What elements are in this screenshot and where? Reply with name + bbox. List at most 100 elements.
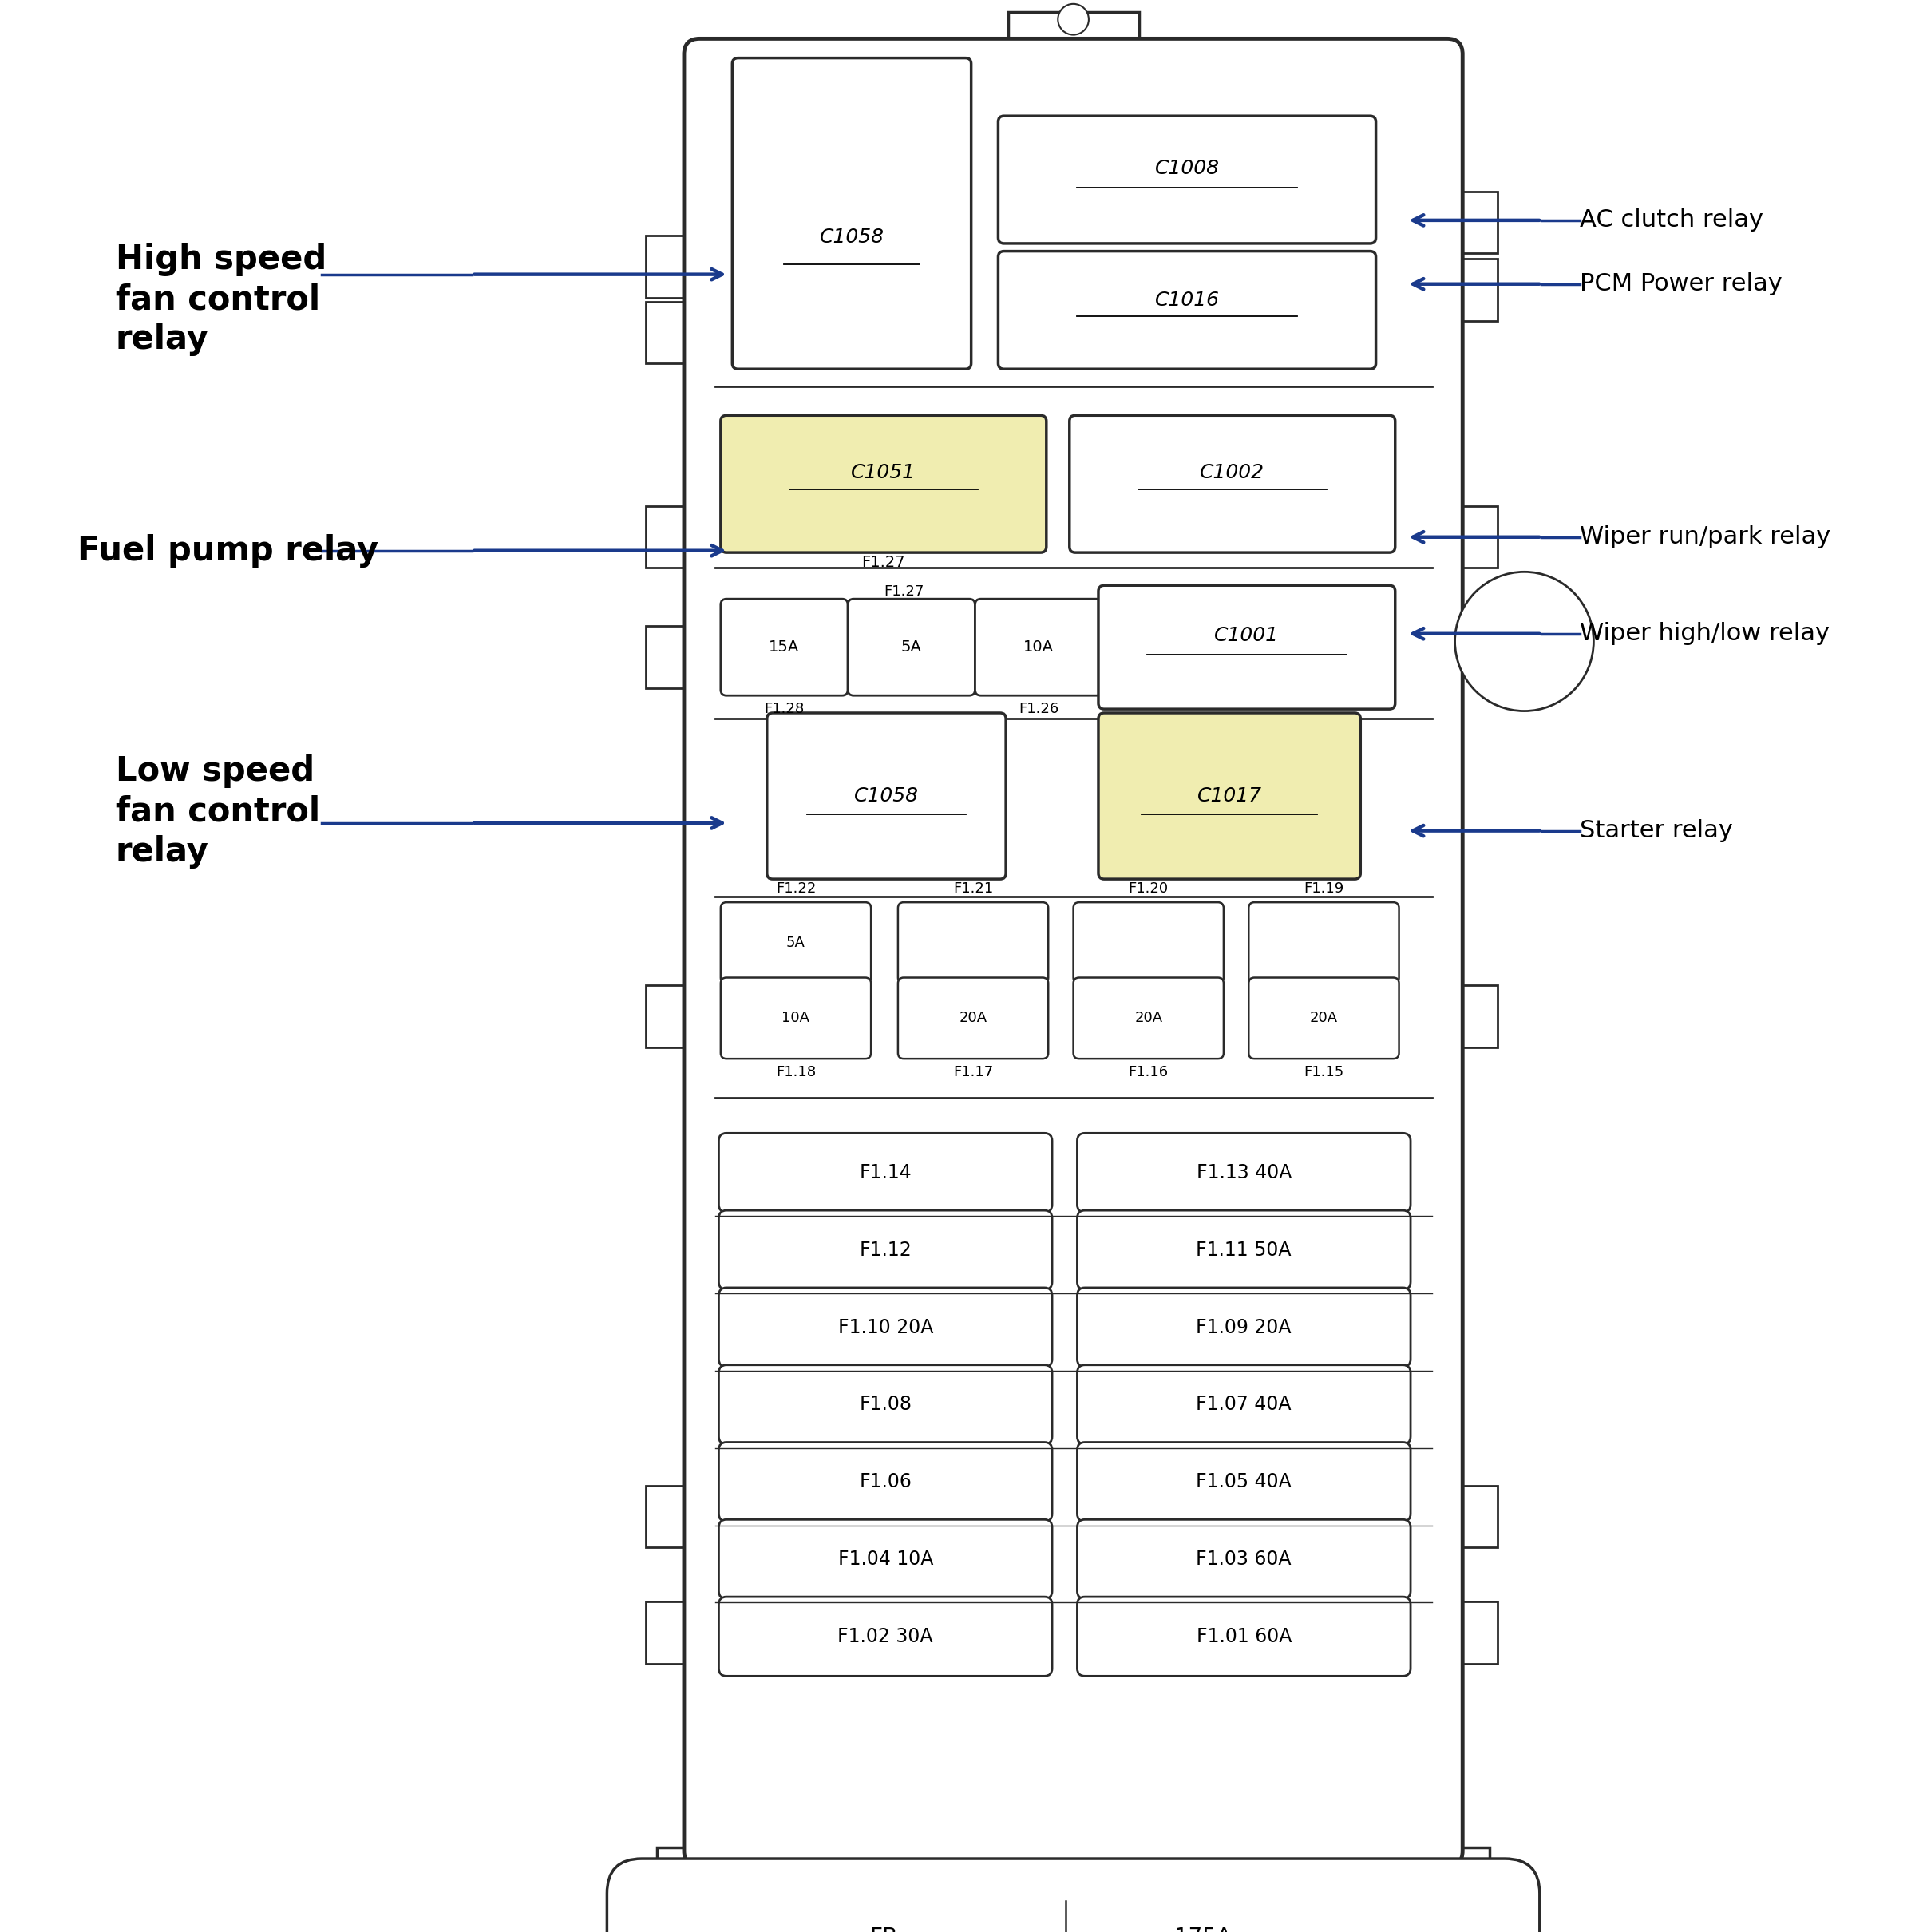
Text: Low speed
fan control
relay: Low speed fan control relay — [116, 755, 320, 867]
Text: C1058: C1058 — [854, 786, 919, 806]
Text: Wiper high/low relay: Wiper high/low relay — [1580, 622, 1831, 645]
Text: 20A: 20A — [1135, 1010, 1162, 1026]
Text: C1016: C1016 — [1154, 292, 1220, 309]
Bar — [1447, 259, 1497, 321]
Text: F1.06: F1.06 — [859, 1472, 911, 1492]
Text: F1.28: F1.28 — [765, 701, 804, 717]
Bar — [657, 1847, 1490, 1901]
FancyBboxPatch shape — [732, 58, 971, 369]
FancyBboxPatch shape — [1098, 713, 1360, 879]
Bar — [1447, 191, 1497, 253]
Text: F1.22: F1.22 — [777, 881, 815, 896]
FancyBboxPatch shape — [719, 1132, 1052, 1213]
Text: F1.26: F1.26 — [1019, 701, 1058, 717]
Text: C1058: C1058 — [819, 228, 884, 247]
Text: High speed
fan control
relay: High speed fan control relay — [116, 243, 326, 355]
Text: F1.05 40A: F1.05 40A — [1197, 1472, 1291, 1492]
FancyBboxPatch shape — [684, 39, 1463, 1866]
FancyBboxPatch shape — [1077, 1364, 1411, 1445]
Text: F1.08: F1.08 — [859, 1395, 911, 1414]
FancyBboxPatch shape — [1077, 1209, 1411, 1291]
FancyBboxPatch shape — [848, 599, 975, 696]
Bar — [646, 236, 700, 298]
FancyBboxPatch shape — [721, 902, 871, 983]
Bar — [646, 626, 700, 688]
FancyBboxPatch shape — [719, 1441, 1052, 1522]
FancyBboxPatch shape — [998, 251, 1376, 369]
Text: FB: FB — [869, 1926, 898, 1932]
FancyBboxPatch shape — [975, 599, 1102, 696]
FancyBboxPatch shape — [1077, 1596, 1411, 1675]
Text: 175A: 175A — [1174, 1926, 1231, 1932]
Text: 5A: 5A — [786, 935, 805, 951]
Text: Fuel pump relay: Fuel pump relay — [77, 533, 378, 568]
FancyBboxPatch shape — [1073, 902, 1224, 983]
FancyBboxPatch shape — [1073, 978, 1224, 1059]
Text: F1.11 50A: F1.11 50A — [1197, 1240, 1291, 1260]
Bar — [1447, 1602, 1497, 1663]
Circle shape — [1455, 572, 1594, 711]
FancyBboxPatch shape — [721, 978, 871, 1059]
FancyBboxPatch shape — [1249, 902, 1399, 983]
FancyBboxPatch shape — [1077, 1289, 1411, 1368]
Text: F1.16: F1.16 — [1129, 1065, 1168, 1080]
FancyBboxPatch shape — [767, 713, 1006, 879]
FancyBboxPatch shape — [1077, 1441, 1411, 1522]
Text: F1.09 20A: F1.09 20A — [1197, 1318, 1291, 1337]
FancyBboxPatch shape — [898, 978, 1048, 1059]
FancyBboxPatch shape — [719, 1519, 1052, 1600]
FancyBboxPatch shape — [721, 599, 848, 696]
Bar — [1447, 1486, 1497, 1548]
FancyBboxPatch shape — [607, 1859, 1540, 1932]
Text: F1.10 20A: F1.10 20A — [838, 1318, 933, 1337]
Text: F1.20: F1.20 — [1129, 881, 1168, 896]
Bar — [1031, 1878, 1116, 1905]
Text: Starter relay: Starter relay — [1580, 819, 1732, 842]
FancyBboxPatch shape — [719, 1364, 1052, 1445]
Text: F1.21: F1.21 — [954, 881, 992, 896]
Text: C1001: C1001 — [1214, 626, 1280, 645]
Text: 10A: 10A — [782, 1010, 809, 1026]
Text: F1.27: F1.27 — [884, 583, 923, 599]
Text: Wiper run/park relay: Wiper run/park relay — [1580, 526, 1831, 549]
Text: 20A: 20A — [960, 1010, 987, 1026]
Circle shape — [1058, 4, 1089, 35]
Text: C1008: C1008 — [1154, 158, 1220, 178]
Text: 5A: 5A — [902, 639, 921, 655]
FancyBboxPatch shape — [719, 1209, 1052, 1291]
FancyBboxPatch shape — [998, 116, 1376, 243]
Text: F1.18: F1.18 — [777, 1065, 815, 1080]
Text: F1.04 10A: F1.04 10A — [838, 1549, 933, 1569]
Text: F1.01 60A: F1.01 60A — [1197, 1627, 1291, 1646]
Text: F1.17: F1.17 — [954, 1065, 992, 1080]
Text: F1.14: F1.14 — [859, 1163, 911, 1182]
Text: AC clutch relay: AC clutch relay — [1580, 209, 1763, 232]
Text: C1002: C1002 — [1201, 464, 1264, 481]
Bar — [646, 506, 700, 568]
Text: 10A: 10A — [1023, 639, 1054, 655]
FancyBboxPatch shape — [1249, 978, 1399, 1059]
FancyBboxPatch shape — [898, 902, 1048, 983]
Text: F1.19: F1.19 — [1305, 881, 1343, 896]
Bar — [646, 301, 700, 363]
Bar — [1447, 985, 1497, 1047]
Bar — [646, 1486, 700, 1548]
Text: F1.12: F1.12 — [859, 1240, 911, 1260]
FancyBboxPatch shape — [719, 1596, 1052, 1675]
FancyBboxPatch shape — [719, 1289, 1052, 1368]
Text: C1051: C1051 — [852, 464, 915, 481]
Bar — [646, 1602, 700, 1663]
Bar — [1008, 12, 1139, 58]
FancyBboxPatch shape — [1098, 585, 1395, 709]
Text: F1.15: F1.15 — [1305, 1065, 1343, 1080]
Text: F1.07 40A: F1.07 40A — [1197, 1395, 1291, 1414]
FancyBboxPatch shape — [1077, 1132, 1411, 1213]
Text: C1017: C1017 — [1197, 786, 1262, 806]
Bar — [1447, 607, 1505, 676]
Text: F1.03 60A: F1.03 60A — [1197, 1549, 1291, 1569]
Bar — [646, 985, 700, 1047]
Text: 20A: 20A — [1310, 1010, 1337, 1026]
FancyBboxPatch shape — [1077, 1519, 1411, 1600]
FancyBboxPatch shape — [1069, 415, 1395, 553]
Text: F1.27: F1.27 — [861, 554, 906, 570]
